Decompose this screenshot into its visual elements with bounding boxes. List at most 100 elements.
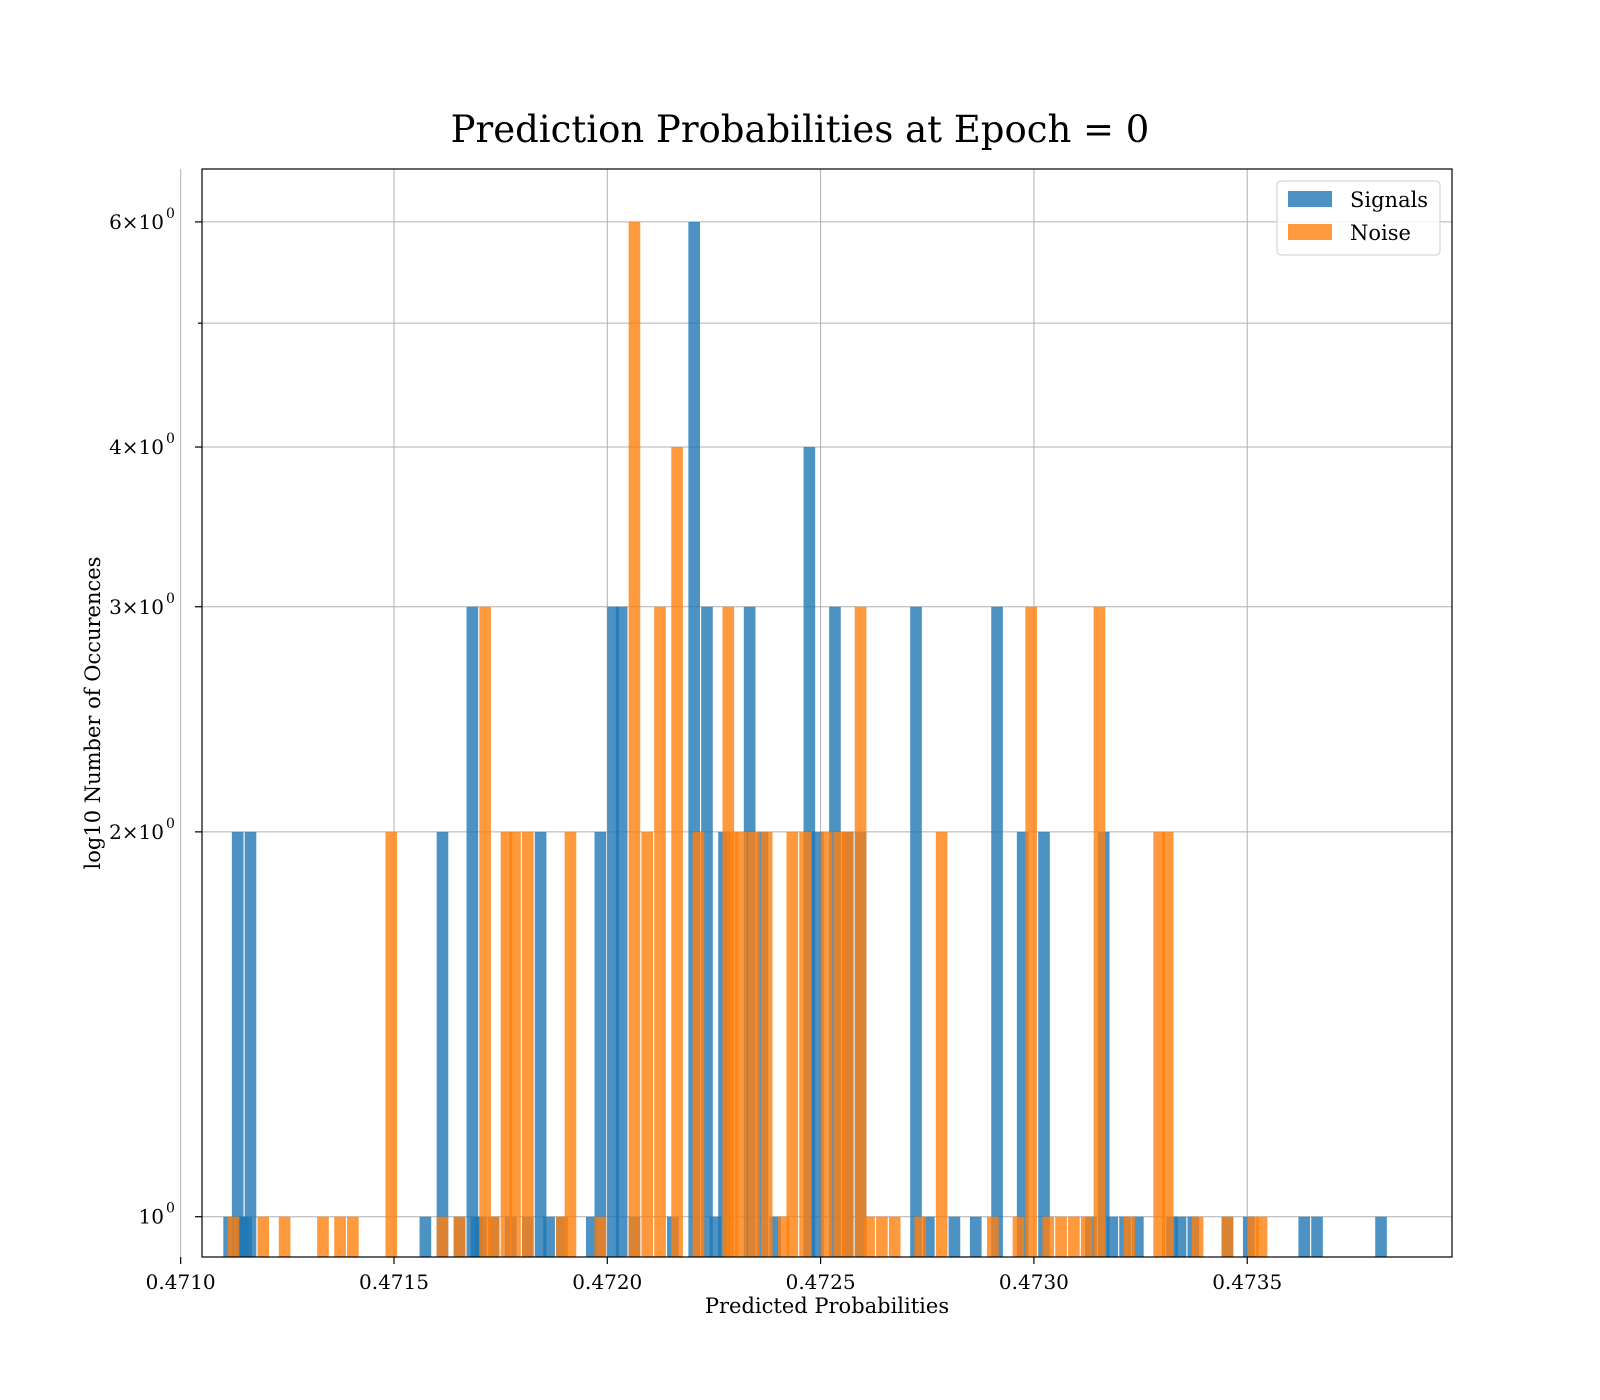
histogram-bar [876, 1216, 888, 1257]
x-tick-label: 0.4710 [146, 1270, 216, 1294]
x-axis-ticks: 0.4710 0.4715 0.4720 0.4725 0.4730 0.4735 [146, 1257, 1282, 1294]
histogram-bar [1132, 1216, 1144, 1257]
y-axis-ticks: 10 02×10 03×10 04×10 06×10 0 [109, 206, 202, 1229]
histogram-bar [1375, 1216, 1387, 1257]
histogram-bar [1153, 831, 1166, 1257]
histogram-bar [863, 1216, 875, 1257]
histogram-bar [453, 1216, 466, 1257]
histogram-bar [786, 831, 799, 1257]
histogram-bar [244, 831, 257, 1257]
histogram-bar [1106, 1216, 1119, 1257]
histogram-bar [914, 1216, 927, 1257]
histogram-bar [833, 831, 846, 1257]
histogram-bar [769, 1216, 782, 1257]
histogram-bar [347, 1216, 359, 1257]
histogram-bar [641, 831, 654, 1257]
histogram-bar [935, 831, 948, 1257]
histogram-bar [1311, 1216, 1323, 1257]
y-tick-label: 10 [139, 1205, 164, 1229]
histogram-bar [799, 831, 811, 1257]
histogram-bar [585, 1216, 598, 1257]
histogram-bar [1068, 1216, 1080, 1257]
x-tick-label: 0.4735 [1212, 1270, 1282, 1294]
x-tick-label: 0.4715 [359, 1270, 429, 1294]
histogram-bar [1247, 1216, 1259, 1257]
histogram-bar [607, 606, 619, 1257]
x-tick-label: 0.4725 [786, 1270, 856, 1294]
y-tick-exponent: 0 [166, 816, 175, 832]
histogram-bar [227, 1216, 240, 1257]
histogram-bar [726, 831, 739, 1257]
y-tick-label: 3×10 [109, 595, 164, 619]
histogram-bar [910, 606, 922, 1257]
histogram-bar [701, 606, 713, 1257]
histogram-bar [534, 831, 547, 1257]
histogram-bar [688, 221, 700, 1257]
histogram-bar [1093, 606, 1106, 1257]
histogram-bar [777, 1216, 790, 1257]
histogram-bar [1042, 1216, 1055, 1257]
series-noise-bars [227, 221, 1268, 1257]
histogram-bar [991, 606, 1003, 1257]
histogram-bar [1080, 1216, 1093, 1257]
histogram-bar [812, 831, 824, 1257]
histogram-bar [385, 831, 398, 1257]
legend-swatch-noise [1288, 224, 1332, 240]
histogram-bar [671, 447, 683, 1257]
y-tick-exponent: 0 [166, 591, 175, 607]
y-tick-label: 2×10 [109, 820, 164, 844]
histogram-bar [594, 831, 607, 1257]
histogram-bar [922, 1216, 935, 1257]
histogram-bar [231, 831, 244, 1257]
y-tick-exponent: 0 [166, 1201, 175, 1217]
histogram-bar [986, 1216, 999, 1257]
histogram-bar [564, 831, 577, 1257]
histogram-bar [969, 1216, 982, 1257]
histogram-bar [317, 1216, 329, 1257]
x-tick-label: 0.4720 [572, 1270, 642, 1294]
histogram-bar [1174, 1216, 1187, 1257]
histogram-bar [334, 1216, 346, 1257]
histogram-bar [760, 831, 773, 1257]
histogram-bar [735, 831, 747, 1257]
y-tick-label: 4×10 [109, 435, 164, 459]
histogram-bar [748, 831, 760, 1257]
histogram-bar [419, 1216, 432, 1257]
histogram-bar [1055, 1216, 1067, 1257]
histogram-bar [466, 606, 479, 1257]
histogram-bar [1298, 1216, 1311, 1257]
histogram-bar [1123, 1216, 1136, 1257]
plot-frame [201, 168, 1453, 1258]
histogram-bar [487, 1216, 500, 1257]
histogram-bar [594, 1216, 607, 1257]
legend-swatch-signals [1288, 191, 1332, 207]
histogram-bar [1255, 1216, 1268, 1257]
histogram-bar [1012, 1216, 1025, 1257]
histogram-bar [841, 831, 854, 1257]
histogram-bar [479, 606, 491, 1257]
histogram-bar [1161, 831, 1174, 1257]
legend-label-signals: Signals [1350, 188, 1428, 212]
histogram-bar [1038, 831, 1050, 1257]
legend: Signals Noise [1276, 180, 1441, 256]
histogram-bar [543, 1216, 555, 1257]
histogram-bar [257, 1216, 270, 1257]
histogram-bar [1025, 606, 1038, 1257]
chart-title: Prediction Probabilities at Epoch = 0 [451, 108, 1150, 151]
histogram-bar [278, 1216, 291, 1257]
histogram-bar [556, 1216, 568, 1257]
histogram-bars [223, 221, 1387, 1257]
histogram-bar [709, 1216, 722, 1257]
x-axis-label: Predicted Probabilities [705, 1294, 949, 1318]
legend-label-noise: Noise [1350, 221, 1411, 245]
y-axis-label: log10 Number of Occurences [81, 557, 105, 870]
histogram-bar [509, 831, 521, 1257]
histogram-bar [436, 831, 449, 1257]
histogram-bar [615, 606, 628, 1257]
histogram-bar [888, 1216, 901, 1257]
histogram-bar [436, 1216, 449, 1257]
histogram-bar [1191, 1216, 1204, 1257]
histogram-bar [820, 831, 833, 1257]
y-tick-exponent: 0 [166, 431, 175, 447]
